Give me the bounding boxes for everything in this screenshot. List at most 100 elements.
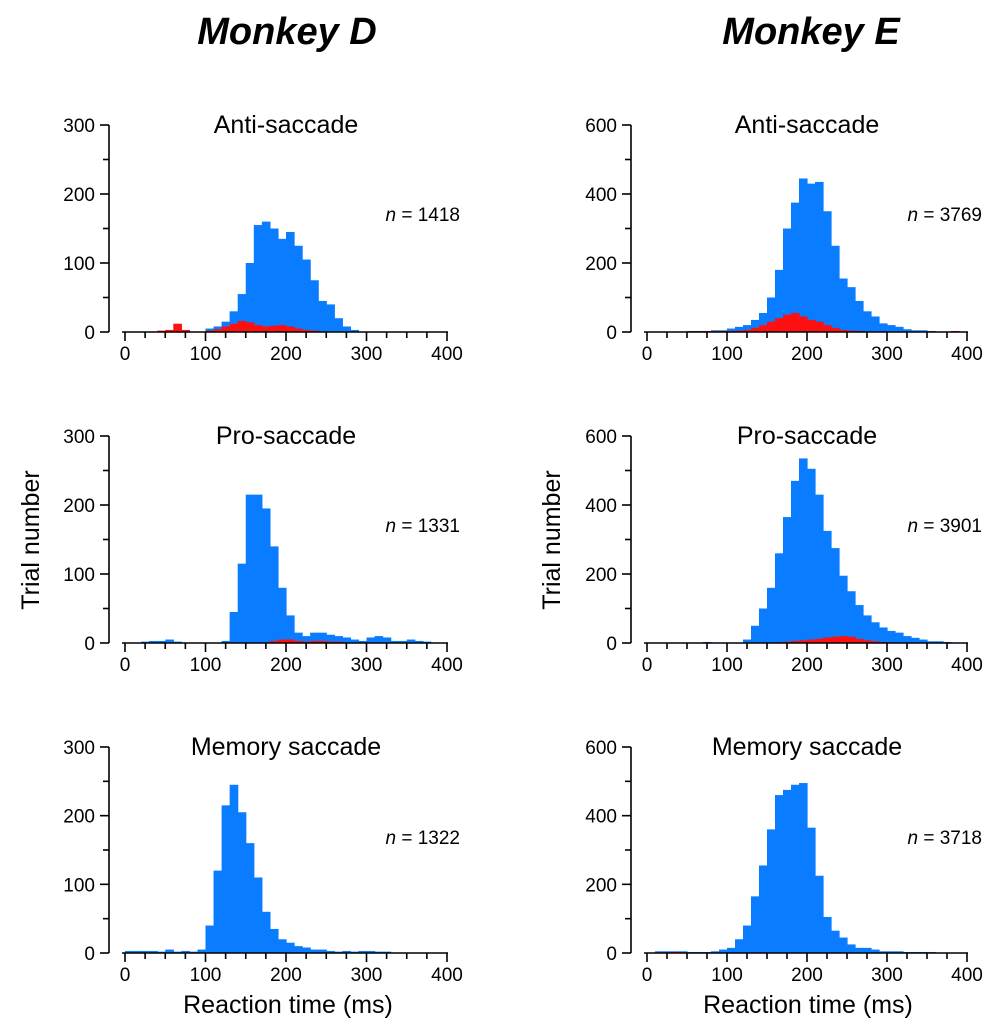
bar <box>839 575 848 643</box>
bar <box>791 202 800 332</box>
bar <box>253 494 263 643</box>
bar <box>887 951 896 953</box>
bar <box>334 318 343 332</box>
bar <box>727 947 736 953</box>
bar <box>767 829 776 953</box>
x-tick-label: 0 <box>120 655 131 676</box>
n-value: = 1418 <box>396 205 460 226</box>
bar <box>823 530 832 643</box>
x-tick-label: 100 <box>190 965 222 986</box>
bar <box>743 325 752 332</box>
bar <box>783 517 792 643</box>
bar <box>253 225 263 332</box>
bar <box>157 640 166 643</box>
bar <box>751 319 760 332</box>
bar <box>783 314 792 332</box>
bar <box>879 951 888 953</box>
x-tick-label: 400 <box>951 344 983 365</box>
bar <box>799 458 808 643</box>
bar <box>237 812 247 953</box>
n-value: = 3901 <box>918 516 982 537</box>
bar <box>382 637 392 643</box>
bar <box>318 640 327 643</box>
bar <box>735 939 744 953</box>
bar <box>775 269 784 332</box>
bar <box>807 639 816 643</box>
bar <box>783 228 792 332</box>
y-tick-label: 600 <box>585 116 617 137</box>
column-title-monkey-e: Monkey E <box>722 11 901 53</box>
bar <box>350 329 360 332</box>
bar <box>823 637 832 643</box>
panel-title: Memory saccade <box>191 733 381 761</box>
bar <box>799 640 808 643</box>
bar <box>221 640 231 643</box>
bar <box>229 784 239 953</box>
bar <box>261 911 271 953</box>
bar <box>735 326 744 332</box>
bar <box>310 632 319 643</box>
bar <box>727 328 736 332</box>
bar <box>815 875 824 953</box>
bar <box>245 263 255 332</box>
bar <box>791 784 800 953</box>
n-symbol: n <box>386 205 397 226</box>
bar <box>759 865 768 953</box>
bar <box>149 950 158 953</box>
bar <box>895 326 904 332</box>
panel-title: Memory saccade <box>712 733 902 761</box>
bar <box>294 946 303 953</box>
n-count-label: n = 3901 <box>908 516 983 537</box>
bar <box>679 951 688 953</box>
bar <box>919 639 928 643</box>
bar <box>302 636 311 643</box>
x-tick-label: 100 <box>711 344 743 365</box>
series-all-trials <box>125 784 392 953</box>
bar <box>863 947 872 953</box>
bar <box>663 951 672 953</box>
bar <box>334 636 343 643</box>
x-tick-label: 200 <box>791 965 823 986</box>
bar <box>229 323 239 332</box>
bar <box>326 634 335 643</box>
bar <box>759 313 768 332</box>
bar <box>261 221 271 332</box>
y-tick-label: 0 <box>84 634 95 655</box>
bar <box>839 937 848 953</box>
x-tick-label: 100 <box>711 965 743 986</box>
bar <box>237 320 247 332</box>
n-count-label: n = 1418 <box>386 205 461 226</box>
bar <box>719 949 728 953</box>
bar <box>237 294 247 332</box>
series-all-trials <box>181 221 360 332</box>
bar <box>751 625 760 643</box>
bar <box>831 245 840 332</box>
bar <box>863 615 872 643</box>
n-symbol: n <box>908 205 919 226</box>
x-tick-label: 0 <box>642 965 653 986</box>
y-tick-label: 200 <box>585 254 617 275</box>
bar <box>277 939 287 953</box>
panel-title: Pro-saccade <box>216 422 356 450</box>
bar <box>181 329 190 332</box>
bar <box>903 636 912 643</box>
x-tick-label: 300 <box>871 344 903 365</box>
panel-monkey-e-pro-saccade: Pro-saccade 0 100 200 300 400 0 200 400 600 n = 39… <box>585 422 983 676</box>
bar <box>294 328 303 332</box>
bar <box>294 632 303 643</box>
bar <box>791 640 800 643</box>
bar <box>245 843 255 953</box>
bar <box>390 640 400 643</box>
n-value: = 3718 <box>918 828 982 849</box>
bar <box>751 896 760 953</box>
bar <box>863 311 872 332</box>
x-tick-label: 300 <box>871 655 903 676</box>
bar <box>775 318 784 332</box>
x-axis-label-left: Reaction time (ms) <box>183 991 393 1019</box>
panel-title: Anti-saccade <box>214 111 359 139</box>
panel-monkey-d-pro-saccade: Pro-saccade 0 100 200 300 400 0 100 200 300 n = 13… <box>63 422 463 676</box>
bar <box>783 789 792 953</box>
bar <box>133 950 142 953</box>
panel-title: Pro-saccade <box>737 422 877 450</box>
y-tick-label: 300 <box>63 427 95 448</box>
